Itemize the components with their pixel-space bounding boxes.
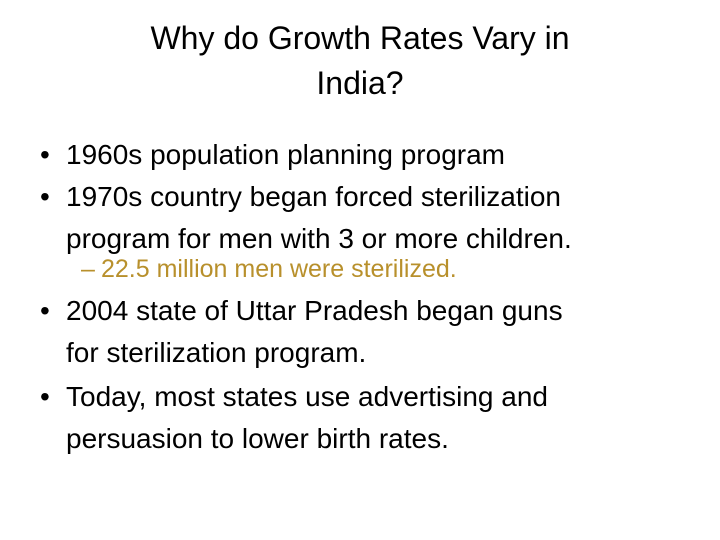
bullet-text: 1970s country began forced sterilization… (66, 176, 572, 260)
slide-title: Why do Growth Rates Vary in India? (0, 16, 720, 106)
sub-bullet-text: 22.5 million men were sterilized. (101, 253, 457, 285)
bullet-line: 1970s country began forced sterilization (66, 181, 561, 212)
dash-icon: – (81, 255, 95, 283)
bullet-line: program for men with 3 or more children. (66, 223, 572, 254)
bullet-dot-icon: • (40, 181, 50, 212)
bullet-line: 1960s population planning program (66, 139, 505, 170)
bullet-dot-icon: • (40, 381, 50, 412)
bullet-line: 2004 state of Uttar Pradesh began guns (66, 295, 563, 326)
bullet-text: 1960s population planning program (66, 134, 505, 176)
bullet-line: for sterilization program. (66, 337, 367, 368)
sub-bullet-item: – 22.5 million men were sterilized. (40, 253, 708, 285)
bullet-line: Today, most states use advertising and (66, 381, 548, 412)
bullet-item-3: • 2004 state of Uttar Pradesh began guns… (40, 290, 708, 374)
bullet-dot-icon: • (40, 295, 50, 326)
bullet-line: 22.5 million men were sterilized. (101, 255, 457, 283)
bullet-item-1: • 1960s population planning program (40, 134, 708, 176)
bullet-line: persuasion to lower birth rates. (66, 423, 449, 454)
title-line-2: India? (316, 65, 404, 101)
bullet-text: 2004 state of Uttar Pradesh began guns f… (66, 290, 563, 374)
bullet-item-2: • 1970s country began forced sterilizati… (40, 176, 708, 260)
bullet-text: Today, most states use advertising and p… (66, 376, 548, 460)
title-line-1: Why do Growth Rates Vary in (150, 20, 570, 56)
bullet-item-4: • Today, most states use advertising and… (40, 376, 708, 460)
slide-body: • 1960s population planning program • 19… (40, 0, 708, 460)
bullet-dot-icon: • (40, 139, 50, 170)
